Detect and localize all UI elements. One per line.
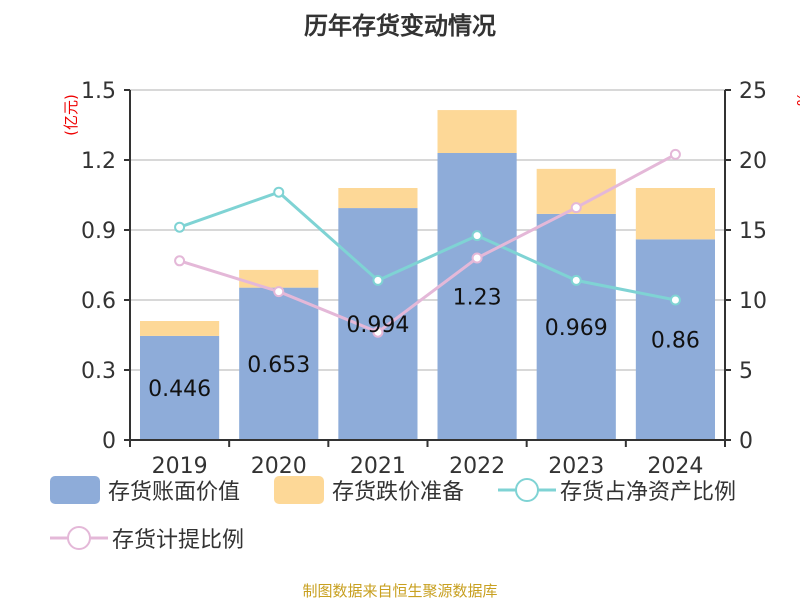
line-point <box>273 286 285 298</box>
line-point <box>273 186 285 198</box>
chart-title: 历年存货变动情况 <box>304 12 496 40</box>
legend-item-book-value[interactable]: 存货账面价值 <box>50 474 240 506</box>
bar-book-value <box>536 213 616 440</box>
left-tick-label: 1.2 <box>81 149 116 174</box>
x-tick-label: 2022 <box>449 454 505 479</box>
legend-label: 存货跌价准备 <box>332 480 465 505</box>
line-point <box>174 255 186 267</box>
right-axis-label: % <box>793 92 800 106</box>
line-point <box>372 274 384 286</box>
line-point <box>471 230 483 242</box>
legend-item-net-asset-ratio[interactable]: 存货占净资产比例 <box>498 474 736 506</box>
x-tick-label: 2019 <box>152 454 208 479</box>
bar-reserve <box>239 269 319 288</box>
x-tick-label: 2023 <box>548 454 604 479</box>
bar-value-label: 1.23 <box>453 286 502 311</box>
right-tick-label: 10 <box>739 289 767 314</box>
right-tick-label: 0 <box>739 429 753 454</box>
bar-reserve <box>140 321 220 336</box>
line-point <box>570 202 582 214</box>
left-tick-label: 0.6 <box>81 289 116 314</box>
line-point <box>570 274 582 286</box>
bar-book-value <box>437 153 517 440</box>
legend-label: 存货占净资产比例 <box>560 480 737 505</box>
bar-book-value <box>635 239 715 440</box>
bar-value-label: 0.446 <box>148 377 211 402</box>
legend-line-icon <box>50 526 108 550</box>
line-point <box>372 326 384 338</box>
left-tick-label: 0 <box>102 429 116 454</box>
bar-book-value <box>239 287 319 440</box>
legend-label: 存货账面价值 <box>108 480 241 505</box>
line-2 <box>179 190 676 302</box>
line-point <box>174 221 186 233</box>
line-point <box>471 252 483 264</box>
left-tick-label: 1.5 <box>81 79 116 104</box>
bar-reserve <box>338 188 418 209</box>
x-tick-label: 2021 <box>350 454 406 479</box>
right-tick-label: 20 <box>739 149 767 174</box>
left-tick-label: 0.3 <box>81 359 116 384</box>
bar-book-value <box>140 335 220 440</box>
line-point <box>669 148 681 160</box>
x-tick-label: 2020 <box>251 454 307 479</box>
right-tick-label: 15 <box>739 219 767 244</box>
right-tick-label: 5 <box>739 359 753 384</box>
left-axis-label: (亿元) <box>62 94 80 136</box>
bar-value-label: 0.994 <box>346 313 409 338</box>
legend-label: 存货计提比例 <box>112 528 245 553</box>
x-tick-label: 2024 <box>647 454 703 479</box>
legend-swatch <box>274 476 324 504</box>
right-tick-label: 25 <box>739 79 767 104</box>
legend-swatch <box>50 476 100 504</box>
source-note: 制图数据来自恒生聚源数据库 <box>302 582 498 600</box>
left-tick-label: 0.9 <box>81 219 116 244</box>
line-3 <box>179 153 677 334</box>
legend-item-provision-ratio[interactable]: 存货计提比例 <box>50 522 244 554</box>
bar-reserve <box>437 110 517 153</box>
bar-value-label: 0.969 <box>545 316 608 341</box>
bar-reserve <box>635 188 715 240</box>
bar-value-label: 0.653 <box>247 353 310 378</box>
bar-value-label: 0.86 <box>651 329 700 354</box>
legend-line-icon <box>498 478 556 502</box>
line-point <box>669 294 681 306</box>
bar-book-value <box>338 208 418 440</box>
legend-item-reserve[interactable]: 存货跌价准备 <box>274 474 464 506</box>
